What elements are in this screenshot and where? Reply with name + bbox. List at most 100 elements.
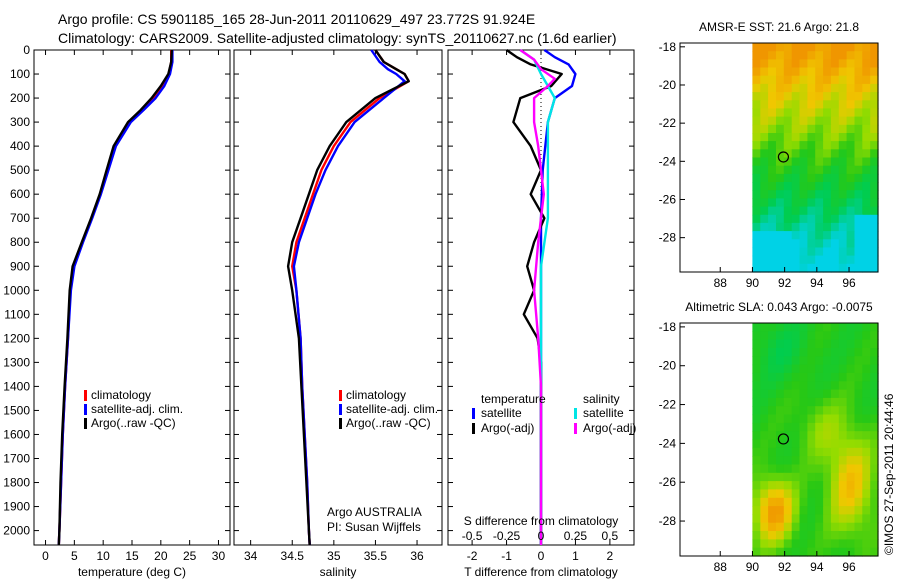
ytick-label: 800 [10, 235, 30, 249]
xaxis-label: salinity [320, 565, 357, 579]
heatmap-cell [807, 472, 816, 482]
xtick-label: 30 [212, 549, 226, 563]
heatmap-cell [854, 447, 863, 457]
heatmap-cell [870, 116, 879, 126]
heatmap-cell [862, 255, 871, 265]
heatmap-cell [830, 214, 840, 224]
heatmap-cell [760, 514, 769, 524]
heatmap-cell [799, 231, 808, 240]
legend-swatch [84, 390, 87, 401]
heatmap-cell [854, 522, 863, 532]
heatmap-cell [768, 472, 777, 482]
heatmap-cell [791, 133, 801, 142]
heatmap-cell [830, 381, 840, 391]
legend-label: climatology [91, 388, 151, 402]
heatmap-cell [862, 472, 871, 482]
heatmap-cell [776, 116, 785, 126]
heatmap-cell [799, 51, 808, 60]
heatmap-cell [838, 124, 848, 134]
heatmap-cell [870, 214, 879, 224]
heatmap-cell [768, 190, 777, 199]
heatmap-cell [830, 522, 840, 532]
heatmap-cell [776, 75, 785, 85]
xtick-label: 10 [96, 549, 110, 563]
heatmap-cell [768, 214, 777, 224]
heatmap-cell [799, 489, 808, 499]
heatmap-cell [799, 190, 808, 199]
heatmap-cell [799, 372, 808, 382]
heatmap-cell [862, 372, 871, 382]
heatmap-cell [823, 141, 832, 150]
heatmap-cell [760, 149, 769, 159]
heatmap-cell [815, 431, 824, 441]
heatmap-cell [752, 472, 761, 482]
heatmap-cell [760, 356, 769, 366]
heatmap-cell [807, 157, 816, 167]
map-xtick-label: 92 [778, 276, 792, 290]
heatmap-cell [776, 173, 785, 183]
heatmap-cell [776, 406, 785, 416]
legend-swatch [339, 404, 342, 415]
heatmap-cell [760, 547, 769, 557]
heatmap-cell [791, 231, 801, 240]
heatmap-cell [807, 206, 816, 216]
heatmap-cell [815, 406, 824, 416]
heatmap-cell [862, 239, 871, 249]
heatmap-cell [823, 263, 832, 273]
top-tick-label: 0 [538, 529, 545, 543]
heatmap-cell [854, 506, 863, 515]
heatmap-cell [870, 489, 879, 499]
heatmap-cell [768, 531, 777, 540]
heatmap-cell [815, 116, 824, 126]
heatmap-cell [760, 133, 769, 142]
heatmap-cell [752, 100, 761, 110]
heatmap-cell [815, 133, 824, 142]
heatmap-cell [776, 464, 785, 474]
heatmap-cell [760, 364, 769, 374]
heatmap-cell [783, 100, 793, 110]
heatmap-cell [830, 497, 840, 507]
heatmap-cell [823, 108, 832, 118]
heatmap-cell [815, 456, 824, 465]
heatmap-cell [854, 182, 863, 191]
heatmap-cell [768, 514, 777, 524]
heatmap-cell [870, 456, 879, 465]
map-ytick-label: -26 [659, 192, 677, 206]
heatmap-cell [752, 323, 761, 332]
heatmap-cell [799, 431, 808, 441]
heatmap-cell [862, 133, 871, 142]
heatmap-cell [776, 247, 785, 257]
heatmap-cell [807, 431, 816, 441]
heatmap-cell [783, 108, 793, 118]
heatmap-cell [846, 331, 855, 341]
ytick-label: 1000 [3, 283, 30, 297]
heatmap-cell [815, 472, 824, 482]
annotation-pi: PI: Susan Wijffels [327, 520, 421, 534]
heatmap-cell [791, 206, 801, 216]
heatmap-cell [862, 481, 871, 490]
heatmap-cell [760, 406, 769, 416]
xtick-label: 34 [244, 549, 258, 563]
heatmap-cell [799, 124, 808, 134]
heatmap-cell [846, 348, 855, 357]
heatmap-cell [815, 255, 824, 265]
heatmap-cell [854, 489, 863, 499]
heatmap-cell [862, 547, 871, 557]
series-line-argo-raw-qc- [57, 49, 173, 546]
heatmap-cell [768, 247, 777, 257]
legend-swatch [339, 418, 342, 429]
map-ytick-label: -24 [659, 154, 677, 168]
heatmap-cell [823, 431, 832, 441]
heatmap-cell [768, 51, 777, 60]
legend-label: climatology [346, 388, 406, 402]
heatmap-cell [791, 43, 801, 52]
heatmap-cell [791, 165, 801, 175]
heatmap-cell [846, 59, 855, 69]
heatmap-cell [752, 348, 761, 357]
heatmap-cell [752, 173, 761, 183]
heatmap-cell [783, 406, 793, 416]
heatmap-cell [830, 59, 840, 69]
heatmap-cell [799, 323, 808, 332]
heatmap-cell [768, 389, 777, 399]
